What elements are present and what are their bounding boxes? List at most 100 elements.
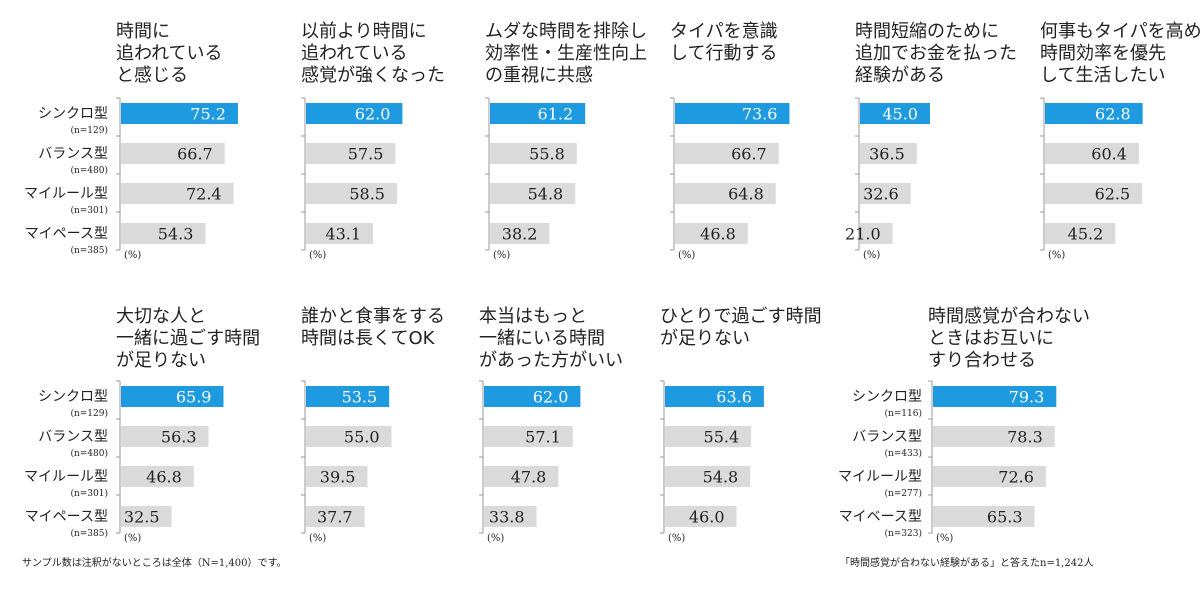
bar-highlight — [306, 386, 390, 407]
sample-size-label: (n=480) — [70, 165, 108, 176]
category-label: マイペース型 — [25, 226, 108, 242]
bar — [306, 223, 374, 244]
bar — [675, 183, 776, 204]
category-label: シンクロ型 — [38, 106, 108, 122]
chart-title-line: して生活したい — [1040, 65, 1165, 86]
bar-highlight — [484, 386, 581, 407]
data-label: 72.6 — [998, 468, 1034, 487]
chart-title-line: 経験がある — [855, 65, 945, 86]
chart-title-line: ときはお互いに — [928, 328, 1054, 349]
chart-title-line: 感覚が強くなった — [301, 65, 445, 86]
bar — [121, 506, 172, 527]
sample-size-label: (n=129) — [70, 125, 108, 136]
data-label: 54.8 — [528, 185, 564, 204]
chart-title-line: 時間効率を優先 — [1040, 43, 1166, 64]
bar-highlight — [121, 103, 238, 124]
data-label: 39.5 — [320, 468, 356, 487]
data-label: 56.3 — [161, 428, 197, 447]
chart-title-line: 大切な人と — [116, 306, 206, 327]
chart-title-line: 追加でお金を払った — [855, 43, 1017, 64]
bar-highlight — [121, 386, 224, 407]
bar — [306, 466, 368, 487]
data-label: 61.2 — [538, 105, 574, 124]
data-label: 57.1 — [525, 428, 561, 447]
category-label: バランス型 — [38, 146, 108, 162]
bar-highlight — [1045, 103, 1143, 124]
chart-title-line: 追われている — [301, 43, 408, 64]
chart-title-line: 時間に — [116, 21, 170, 42]
data-label: 53.5 — [342, 388, 378, 407]
sample-size-label: (n=385) — [70, 245, 108, 256]
category-label: シンクロ型 — [852, 389, 922, 405]
bar-highlight — [490, 103, 586, 124]
data-label: 46.0 — [689, 508, 725, 527]
chart-title-line: 以前より時間に — [301, 21, 427, 42]
bar — [665, 426, 752, 447]
sample-size-label: (n=116) — [884, 408, 922, 419]
category-label: シンクロ型 — [38, 389, 108, 405]
bar-highlight — [860, 103, 930, 124]
data-label: 32.5 — [124, 508, 160, 527]
bar-highlight — [306, 103, 403, 124]
bar — [306, 426, 392, 447]
data-label: 63.6 — [716, 388, 752, 407]
bar — [484, 426, 573, 447]
data-label: 79.3 — [1009, 388, 1045, 407]
data-label: 55.0 — [344, 428, 380, 447]
data-label: 62.0 — [533, 388, 569, 407]
data-label: 73.6 — [742, 105, 778, 124]
bar — [306, 506, 365, 527]
data-label: 33.8 — [489, 508, 525, 527]
unit-label: (%) — [678, 250, 695, 261]
category-label: マイルール型 — [838, 469, 922, 485]
chart-title-line: 時間感覚が合わない — [928, 306, 1090, 327]
bar — [490, 143, 577, 164]
bar — [860, 143, 917, 164]
chart-title-line: が足りない — [660, 328, 750, 349]
chart-title-line: ひとりで過ごす時間 — [660, 306, 822, 327]
bar-highlight — [675, 103, 790, 124]
sample-size-label: (n=385) — [70, 528, 108, 539]
sample-size-label: (n=433) — [884, 448, 922, 459]
bar — [306, 183, 397, 204]
category-label: バランス型 — [852, 429, 922, 445]
data-label: 55.8 — [529, 145, 565, 164]
unit-label: (%) — [493, 250, 510, 261]
bar — [306, 143, 396, 164]
unit-label: (%) — [936, 533, 953, 544]
bar — [490, 223, 550, 244]
unit-label: (%) — [487, 533, 504, 544]
sample-size-label: (n=277) — [884, 488, 922, 499]
sample-size-label: (n=301) — [70, 488, 108, 499]
data-label: 43.1 — [325, 225, 361, 244]
bar — [121, 426, 209, 447]
data-label: 65.9 — [176, 388, 212, 407]
bar — [675, 223, 748, 244]
chart-title-line: すり合わせる — [928, 350, 1036, 371]
data-label: 72.4 — [186, 185, 222, 204]
chart-title-line: 時間短縮のために — [855, 21, 999, 42]
category-label: バランス型 — [38, 429, 108, 445]
category-label: マイルール型 — [24, 469, 108, 485]
chart-title-line: 何事もタイパを高め — [1040, 21, 1200, 42]
sample-size-label: (n=129) — [70, 408, 108, 419]
unit-label: (%) — [668, 533, 685, 544]
data-label: 62.5 — [1095, 185, 1131, 204]
bar — [490, 183, 576, 204]
data-label: 65.3 — [987, 508, 1023, 527]
chart-title-line: と感じる — [116, 65, 188, 86]
chart-title-line: が足りない — [116, 350, 206, 371]
bar — [665, 506, 737, 527]
sample-size-label: (n=301) — [70, 205, 108, 216]
data-label: 55.4 — [704, 428, 740, 447]
unit-label: (%) — [124, 250, 141, 261]
bar — [665, 466, 751, 487]
data-label: 64.8 — [728, 185, 764, 204]
chart-title-line: 追われている — [116, 43, 223, 64]
data-label: 60.4 — [1091, 145, 1127, 164]
bar — [933, 426, 1055, 447]
bar — [1045, 183, 1143, 204]
chart-title-line: 本当はもっと — [479, 306, 587, 327]
chart-title-line: 誰かと食事をする — [301, 306, 445, 327]
